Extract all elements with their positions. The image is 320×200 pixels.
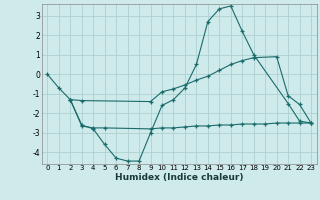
X-axis label: Humidex (Indice chaleur): Humidex (Indice chaleur) bbox=[115, 173, 244, 182]
